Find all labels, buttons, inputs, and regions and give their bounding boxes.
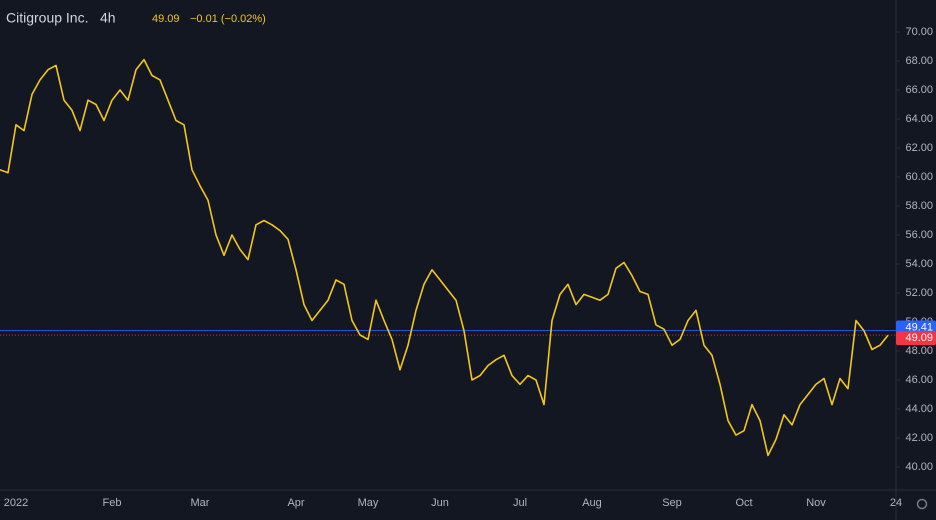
x-tick-label: Sep: [662, 497, 682, 509]
x-tick-label: Oct: [735, 497, 752, 509]
symbol-name[interactable]: Citigroup Inc.: [6, 10, 88, 26]
y-tick-label: 66.00: [905, 84, 933, 96]
y-tick-label: 48.00: [905, 345, 933, 357]
price-label-bg: [896, 331, 936, 346]
x-tick-label: Jul: [513, 497, 527, 509]
y-tick-label: 44.00: [905, 403, 933, 415]
x-tick-label: Apr: [287, 497, 304, 509]
y-tick-label: 62.00: [905, 142, 933, 154]
x-tick-label: Nov: [806, 497, 826, 509]
x-tick-label: Feb: [103, 497, 122, 509]
y-tick-label: 42.00: [905, 432, 933, 444]
y-tick-label: 64.00: [905, 113, 933, 125]
settings-icon[interactable]: [916, 498, 928, 510]
x-tick-label: 24: [890, 497, 902, 509]
y-tick-label: 70.00: [905, 26, 933, 38]
y-tick-label: 52.00: [905, 287, 933, 299]
x-tick-label: Mar: [191, 497, 210, 509]
y-tick-label: 46.00: [905, 374, 933, 386]
x-tick-label: May: [358, 497, 379, 509]
x-tick-label: Jun: [431, 497, 449, 509]
price-label: 49.09: [905, 332, 933, 344]
y-tick-label: 58.00: [905, 200, 933, 212]
price-change: −0.01 (−0.02%): [190, 13, 266, 25]
y-tick-label: 40.00: [905, 461, 933, 473]
price-line-series: [0, 58, 889, 457]
gear[interactable]: [916, 498, 928, 510]
y-tick-label: 54.00: [905, 258, 933, 270]
price-label: 49.41: [905, 321, 933, 333]
x-tick-label: Aug: [582, 497, 602, 509]
y-tick-label: 60.00: [905, 171, 933, 183]
y-tick-label: 56.00: [905, 229, 933, 241]
y-tick-label: 68.00: [905, 55, 933, 67]
price-label-bg: [896, 320, 936, 335]
x-tick-label: 2022: [4, 497, 28, 509]
interval[interactable]: 4h: [100, 10, 116, 26]
last-price: 49.09: [152, 13, 180, 25]
